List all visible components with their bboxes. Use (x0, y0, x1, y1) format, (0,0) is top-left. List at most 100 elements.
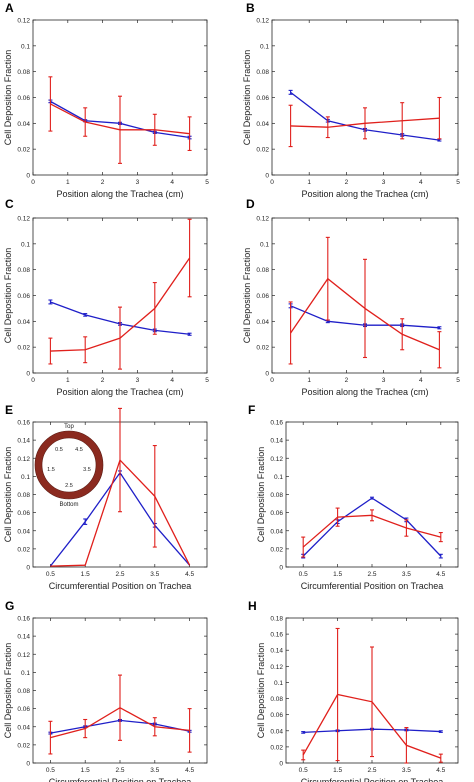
y-tick-label: 0.12 (17, 18, 30, 25)
x-tick-label: 4 (170, 179, 174, 186)
panel-label: A (5, 1, 14, 15)
x-tick-label: 2.5 (367, 571, 376, 578)
x-axis-label: Position along the Trachea (cm) (301, 387, 428, 397)
y-tick-label: 0.08 (17, 492, 30, 499)
x-tick-label: 2 (101, 377, 105, 384)
x-axis-label: Circumferential Position on Trachea (49, 581, 192, 591)
panel-h: H 0 0.02 0.04 0.06 0.08 0.1 0.12 0.14 0.16 0.18 0.5… (248, 599, 459, 782)
y-tick-label: 0.14 (17, 634, 30, 641)
panel-label: H (248, 599, 257, 613)
y-tick-label: 0.08 (256, 267, 269, 274)
panel-d: D 0 0.02 0.04 0.06 0.08 0.1 0.12 0 1 2 3 4 5 Position … (242, 197, 460, 397)
y-tick-label: 0.04 (270, 528, 283, 535)
x-tick-label: 0.5 (46, 571, 55, 578)
y-tick-label: 0.02 (270, 744, 283, 751)
y-tick-label: 0.16 (17, 616, 30, 623)
x-tick-label: 4 (419, 179, 423, 186)
y-tick-label: 0.06 (17, 510, 30, 517)
x-tick-label: 3 (136, 377, 140, 384)
y-tick-label: 0 (26, 565, 30, 572)
x-tick-label: 0 (31, 179, 35, 186)
y-tick-label: 0.12 (270, 456, 283, 463)
y-tick-label: 0.1 (260, 241, 269, 248)
y-tick-label: 0.12 (256, 216, 269, 223)
y-tick-label: 0.02 (17, 546, 30, 553)
x-axis-label: Circumferential Position on Trachea (301, 581, 444, 591)
y-axis-label: Cell Deposition Fraction (3, 643, 13, 739)
x-axis-label: Position along the Trachea (cm) (56, 189, 183, 199)
y-tick-label: 0.12 (17, 216, 30, 223)
x-tick-label: 1 (66, 377, 70, 384)
y-tick-label: 0.06 (256, 95, 269, 102)
inset-position-label: 0.5 (55, 447, 63, 453)
x-tick-label: 1 (307, 179, 311, 186)
x-tick-label: 3 (136, 179, 140, 186)
x-tick-label: 5 (205, 179, 209, 186)
x-tick-label: 0 (270, 377, 274, 384)
x-tick-label: 1 (66, 179, 70, 186)
y-tick-label: 0.16 (270, 420, 283, 427)
y-tick-label: 0.12 (17, 456, 30, 463)
y-axis-label: Cell Deposition Fraction (256, 447, 266, 543)
y-tick-label: 0.14 (270, 648, 283, 655)
x-tick-label: 3 (382, 377, 386, 384)
y-tick-label: 0.02 (256, 345, 269, 352)
x-tick-label: 4.5 (436, 767, 445, 774)
panel-label: B (246, 1, 255, 15)
series-line-blue (302, 497, 442, 557)
y-tick-label: 0.02 (17, 345, 30, 352)
x-tick-label: 3.5 (402, 767, 411, 774)
y-tick-label: 0.02 (17, 147, 30, 154)
y-tick-label: 0.06 (17, 706, 30, 713)
inset-position-label: 2.5 (65, 483, 73, 489)
y-tick-label: 0 (279, 565, 283, 572)
panel-label: E (5, 403, 13, 417)
x-tick-label: 5 (456, 377, 460, 384)
x-tick-label: 1.5 (81, 571, 90, 578)
trachea-cross-section-ring (35, 431, 103, 499)
inset-top-label: Top (64, 424, 74, 430)
y-axis-label: Cell Deposition Fraction (3, 248, 13, 344)
y-tick-label: 0.04 (17, 121, 30, 128)
x-tick-label: 3.5 (150, 767, 159, 774)
x-tick-label: 1.5 (333, 571, 342, 578)
x-axis-label: Circumferential Position on Trachea (301, 777, 444, 782)
y-tick-label: 0.02 (256, 147, 269, 154)
y-tick-label: 0.08 (270, 696, 283, 703)
y-tick-label: 0 (279, 761, 283, 768)
y-tick-label: 0.04 (17, 528, 30, 535)
x-axis-label: Circumferential Position on Trachea (49, 777, 192, 782)
y-axis-label: Cell Deposition Fraction (256, 643, 266, 739)
trachea-lumen (41, 437, 97, 493)
y-tick-label: 0.08 (17, 267, 30, 274)
inset-position-label: 4.5 (75, 447, 83, 453)
x-tick-label: 2 (345, 179, 349, 186)
panel-label: D (246, 197, 255, 211)
panel-g: G 0 0.02 0.04 0.06 0.08 0.1 0.12 0.14 0.16 0.5 1.5 2… (3, 599, 208, 782)
y-axis-label: Cell Deposition Fraction (3, 447, 13, 543)
y-tick-label: 0.1 (21, 43, 30, 50)
axes-box (285, 421, 459, 568)
x-tick-label: 0 (270, 179, 274, 186)
x-tick-label: 2.5 (115, 767, 124, 774)
inset-position-label: 1.5 (47, 467, 55, 473)
x-tick-label: 1.5 (81, 767, 90, 774)
x-tick-label: 0.5 (299, 571, 308, 578)
x-tick-label: 1.5 (333, 767, 342, 774)
y-tick-label: 0 (265, 371, 269, 378)
y-tick-label: 0.08 (17, 688, 30, 695)
x-tick-label: 2 (345, 377, 349, 384)
y-axis-label: Cell Deposition Fraction (242, 50, 252, 146)
x-tick-label: 4.5 (185, 767, 194, 774)
y-tick-label: 0.06 (256, 293, 269, 300)
axes-box (271, 19, 459, 176)
x-axis-label: Position along the Trachea (cm) (301, 189, 428, 199)
inset-bottom-label: Bottom (59, 502, 78, 508)
y-tick-label: 0.1 (21, 670, 30, 677)
y-tick-label: 0.06 (17, 293, 30, 300)
x-tick-label: 4.5 (436, 571, 445, 578)
y-tick-label: 0.16 (17, 420, 30, 427)
panel-label: G (5, 599, 14, 613)
x-tick-label: 2.5 (367, 767, 376, 774)
